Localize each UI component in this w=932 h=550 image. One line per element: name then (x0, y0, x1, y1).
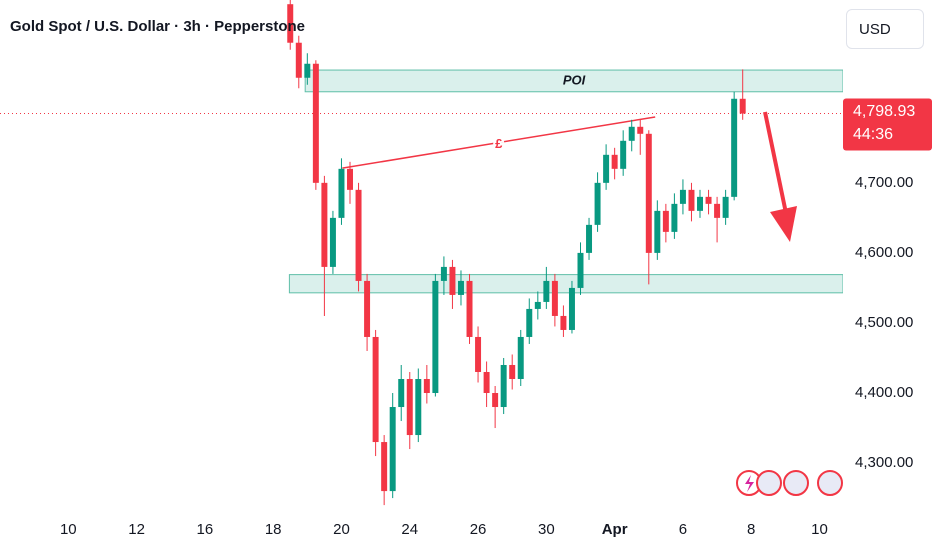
x-tick-label: 12 (128, 521, 145, 538)
event-icons (736, 470, 843, 496)
x-tick-label: 26 (470, 521, 487, 538)
x-tick-label: 18 (265, 521, 282, 538)
trendline-label: £ (495, 136, 503, 151)
candle-body (398, 378, 405, 408)
candle-body (679, 189, 686, 204)
candle-body (329, 217, 336, 267)
candle-body (372, 336, 379, 443)
candle-body (466, 280, 473, 337)
price-tag-box (843, 98, 932, 151)
y-tick-label: 4,700.00 (855, 174, 913, 191)
y-tick-label: 4,300.00 (855, 454, 913, 471)
candle-body (321, 182, 328, 267)
candle-body (440, 266, 447, 281)
candle-body (312, 63, 319, 183)
candle-body (492, 393, 499, 408)
candle-body (432, 280, 439, 394)
x-tick-label: 8 (747, 521, 755, 538)
event-icon-bolt (745, 475, 754, 492)
price-axis-bg (843, 0, 932, 550)
candle-body (560, 315, 567, 330)
candle-body (671, 203, 678, 232)
candle-body (423, 378, 430, 394)
candle-body (577, 252, 584, 288)
candle-body (534, 301, 541, 309)
candle-body (483, 371, 490, 394)
candle-body (347, 168, 353, 190)
candle-body (586, 224, 593, 253)
x-tick-label: 10 (60, 521, 77, 538)
candle-body (295, 42, 302, 78)
y-tick-label: 4,400.00 (855, 384, 913, 401)
candle-body (603, 154, 610, 183)
x-tick-label: 30 (538, 521, 555, 538)
candle-body (381, 442, 388, 492)
candle-body (628, 126, 635, 141)
event-icon (817, 470, 843, 496)
trendline (342, 116, 656, 169)
candle-body (645, 133, 652, 253)
candle-body (620, 140, 627, 169)
candle-body (355, 189, 362, 281)
candle-body (731, 98, 738, 197)
x-tick-label: 10 (811, 521, 828, 538)
candle-body (500, 364, 507, 408)
plot: POI £ (0, 0, 844, 506)
x-tick-label: 24 (401, 521, 418, 538)
arrow-head (770, 206, 797, 242)
candle-body (611, 154, 618, 169)
candle-body (722, 196, 729, 218)
candle-body (739, 98, 746, 114)
candle-body (594, 182, 601, 225)
x-tick-label: Apr (602, 521, 628, 538)
zone (288, 274, 844, 294)
candle-body (517, 336, 524, 379)
arrow-shaft (763, 111, 789, 219)
candle-body (654, 210, 661, 253)
x-tick-label: 16 (197, 521, 214, 538)
chart-title: Gold Spot / U.S. Dollar · 3h · Peppersto… (10, 18, 305, 35)
event-icon (756, 470, 782, 496)
candle-body (526, 308, 533, 337)
candle-body (662, 210, 669, 232)
candle-body (551, 280, 558, 316)
candle-body (697, 196, 703, 211)
candle-body (714, 203, 721, 218)
candle-body (568, 287, 575, 330)
x-tick-label: 6 (679, 521, 687, 538)
price-tag-countdown: 44:36 (853, 126, 893, 143)
zone-label: POI (563, 72, 586, 87)
candle-body (543, 280, 550, 302)
candle-body (364, 280, 371, 337)
x-tick-label: 20 (333, 521, 350, 538)
candle-body (637, 126, 644, 134)
candle-body (338, 168, 345, 218)
y-tick-label: 4,500.00 (855, 314, 913, 331)
candle-body (304, 63, 311, 78)
candle-body (406, 378, 413, 436)
candle-body (705, 196, 712, 204)
candle-body (457, 280, 464, 295)
event-icon (783, 470, 809, 496)
currency-button[interactable]: USD (846, 9, 924, 49)
candle-body (389, 407, 396, 492)
y-tick-label: 4,600.00 (855, 244, 913, 261)
price-tag-label: 4,798.93 (853, 103, 915, 120)
candle-body (449, 266, 456, 295)
candle-body (415, 378, 422, 436)
candle-body (509, 364, 516, 379)
candle-body (287, 4, 294, 43)
candle-body (475, 336, 482, 372)
candle-body (688, 189, 695, 211)
